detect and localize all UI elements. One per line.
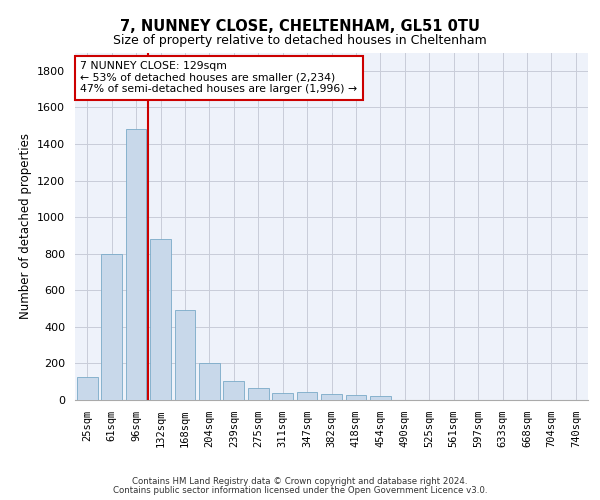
Bar xyxy=(150,239,171,400)
Bar xyxy=(370,396,391,400)
Text: Contains public sector information licensed under the Open Government Licence v3: Contains public sector information licen… xyxy=(113,486,487,495)
Bar xyxy=(272,392,293,400)
Bar xyxy=(77,377,98,400)
Bar xyxy=(321,394,342,400)
Bar xyxy=(223,381,244,400)
Bar xyxy=(346,394,367,400)
Bar xyxy=(296,392,317,400)
Bar xyxy=(175,310,196,400)
Text: Size of property relative to detached houses in Cheltenham: Size of property relative to detached ho… xyxy=(113,34,487,47)
Bar xyxy=(101,254,122,400)
Text: 7, NUNNEY CLOSE, CHELTENHAM, GL51 0TU: 7, NUNNEY CLOSE, CHELTENHAM, GL51 0TU xyxy=(120,19,480,34)
Bar xyxy=(125,130,146,400)
Text: Contains HM Land Registry data © Crown copyright and database right 2024.: Contains HM Land Registry data © Crown c… xyxy=(132,477,468,486)
Y-axis label: Number of detached properties: Number of detached properties xyxy=(19,133,32,320)
Bar xyxy=(199,362,220,400)
Bar xyxy=(248,388,269,400)
Text: 7 NUNNEY CLOSE: 129sqm
← 53% of detached houses are smaller (2,234)
47% of semi-: 7 NUNNEY CLOSE: 129sqm ← 53% of detached… xyxy=(80,61,357,94)
